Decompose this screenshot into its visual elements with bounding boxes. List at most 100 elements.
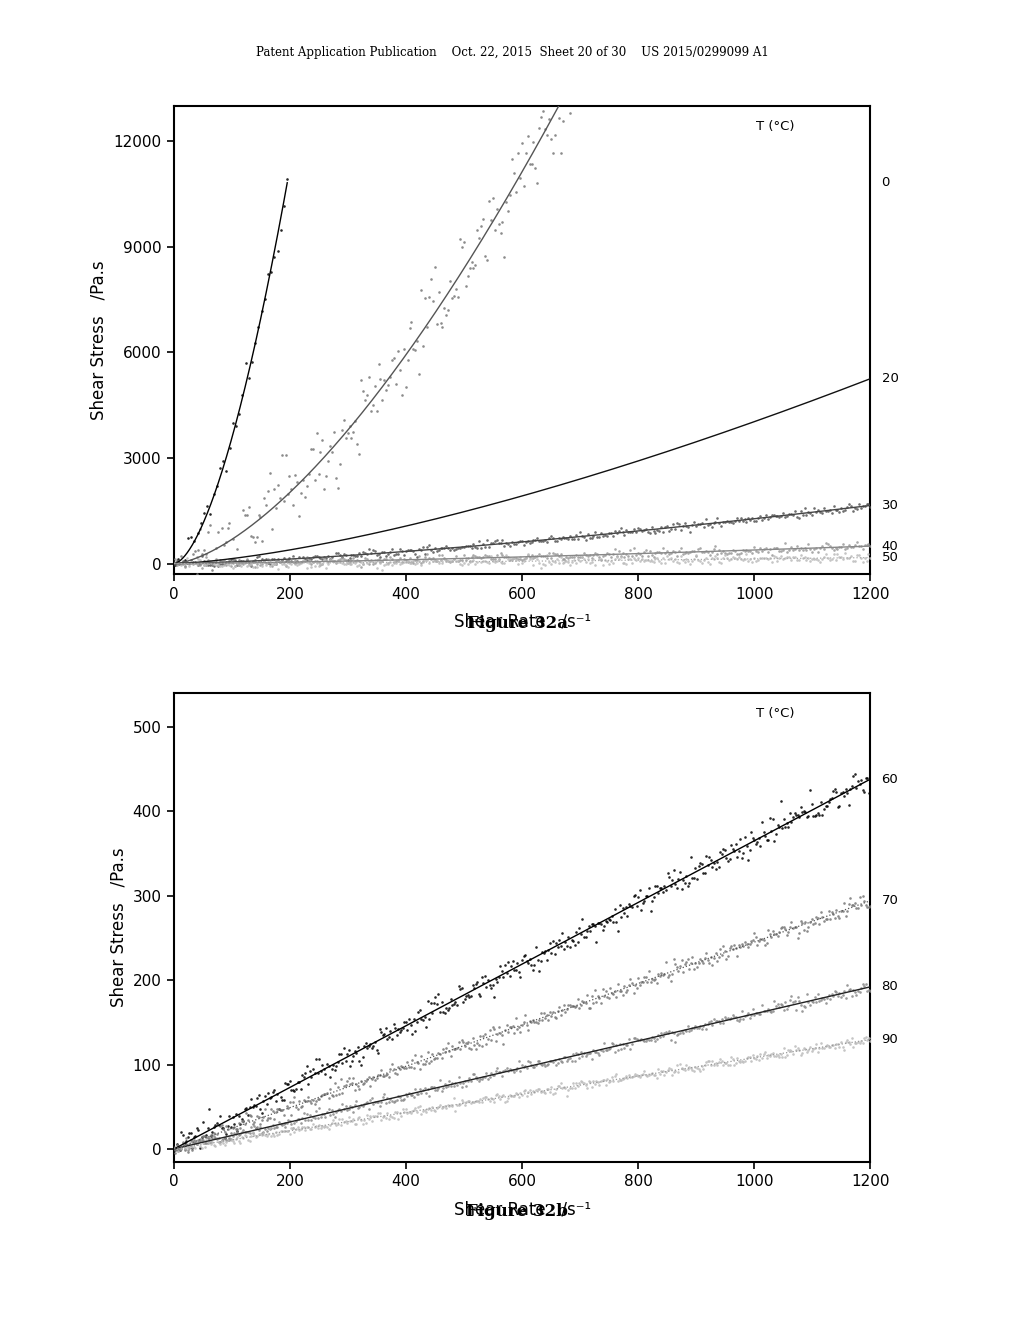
- Point: [212, 550, 228, 572]
- Point: [551, 1076, 567, 1097]
- Point: [227, 1123, 244, 1144]
- Point: [173, 554, 189, 576]
- Point: [287, 1122, 303, 1143]
- Point: [811, 991, 827, 1012]
- Point: [233, 1110, 250, 1131]
- Point: [240, 1110, 256, 1131]
- Point: [303, 1067, 319, 1088]
- Point: [534, 557, 550, 578]
- Point: [531, 117, 548, 139]
- Point: [330, 1113, 346, 1134]
- Point: [367, 376, 383, 397]
- Point: [306, 469, 323, 490]
- Text: Figure 32a: Figure 32a: [467, 615, 567, 631]
- Point: [456, 536, 472, 557]
- Point: [460, 1031, 476, 1052]
- Point: [678, 866, 694, 887]
- Point: [515, 1080, 531, 1101]
- Point: [220, 1129, 237, 1150]
- Point: [845, 550, 861, 572]
- Point: [300, 1073, 316, 1094]
- Point: [432, 1094, 449, 1115]
- Point: [610, 974, 627, 995]
- Point: [351, 543, 368, 564]
- Point: [251, 1119, 267, 1140]
- Point: [805, 1038, 821, 1059]
- Point: [856, 1027, 872, 1048]
- Point: [362, 400, 379, 421]
- Point: [425, 548, 441, 569]
- Point: [746, 921, 763, 942]
- Point: [316, 548, 333, 569]
- Point: [415, 335, 431, 356]
- Point: [732, 1052, 749, 1073]
- Point: [712, 1049, 728, 1071]
- Point: [328, 543, 344, 564]
- Point: [808, 907, 824, 928]
- Point: [527, 545, 544, 566]
- Point: [281, 1109, 297, 1130]
- Point: [771, 997, 787, 1018]
- Point: [303, 1093, 319, 1114]
- Point: [391, 1059, 408, 1080]
- Point: [366, 1035, 382, 1056]
- Point: [463, 537, 479, 558]
- Point: [545, 550, 561, 572]
- Point: [684, 1059, 700, 1080]
- Point: [317, 1115, 334, 1137]
- Point: [331, 1109, 347, 1130]
- Point: [353, 1055, 370, 1076]
- Point: [462, 552, 478, 573]
- Point: [289, 550, 305, 572]
- Point: [556, 552, 572, 573]
- Point: [729, 507, 745, 528]
- Point: [224, 1126, 241, 1147]
- Point: [370, 1102, 386, 1123]
- Point: [762, 808, 778, 829]
- Point: [343, 1111, 359, 1133]
- Point: [605, 983, 622, 1005]
- Point: [596, 916, 612, 937]
- Point: [193, 554, 209, 576]
- Point: [484, 532, 501, 553]
- Point: [445, 994, 462, 1015]
- Point: [590, 985, 606, 1006]
- Point: [315, 1059, 332, 1080]
- Point: [318, 1117, 335, 1138]
- Point: [304, 552, 321, 573]
- Point: [706, 539, 722, 560]
- Point: [382, 552, 398, 573]
- Point: [243, 525, 259, 546]
- Point: [477, 537, 494, 558]
- Point: [229, 1122, 246, 1143]
- Point: [667, 541, 683, 562]
- Point: [633, 1028, 649, 1049]
- Point: [250, 504, 266, 525]
- Point: [549, 531, 565, 552]
- Point: [665, 550, 681, 572]
- Point: [784, 504, 801, 525]
- Point: [756, 507, 772, 528]
- Point: [442, 550, 459, 572]
- Point: [737, 1006, 754, 1027]
- Point: [321, 553, 337, 574]
- Point: [523, 1012, 540, 1034]
- Point: [175, 1131, 191, 1152]
- Point: [239, 504, 255, 525]
- Point: [569, 989, 586, 1010]
- Point: [225, 528, 242, 549]
- Point: [549, 544, 565, 565]
- Point: [248, 1117, 264, 1138]
- Point: [797, 537, 813, 558]
- Point: [370, 1041, 386, 1063]
- Point: [574, 908, 591, 929]
- Point: [254, 1102, 270, 1123]
- Point: [243, 1125, 259, 1146]
- Point: [534, 531, 550, 552]
- Point: [862, 496, 879, 517]
- Point: [173, 552, 189, 573]
- Point: [382, 541, 398, 562]
- Point: [530, 1078, 547, 1100]
- Point: [702, 946, 719, 968]
- Point: [657, 1022, 674, 1043]
